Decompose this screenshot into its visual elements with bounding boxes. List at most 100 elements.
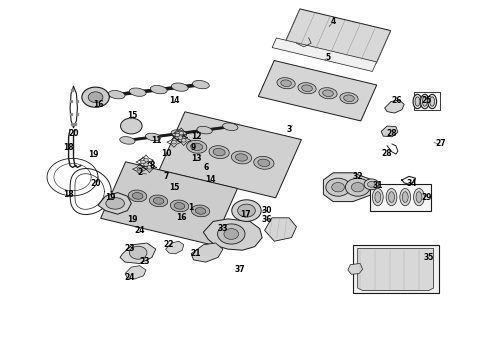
Text: 3: 3 <box>287 125 292 134</box>
Polygon shape <box>265 218 296 241</box>
Text: 23: 23 <box>124 244 135 253</box>
Text: 31: 31 <box>372 181 383 190</box>
Ellipse shape <box>108 90 125 99</box>
Circle shape <box>179 131 184 135</box>
Text: 36: 36 <box>262 215 272 224</box>
Ellipse shape <box>258 159 270 167</box>
Ellipse shape <box>174 203 185 209</box>
Ellipse shape <box>213 148 225 156</box>
Text: 33: 33 <box>218 224 228 233</box>
Polygon shape <box>98 193 131 214</box>
Ellipse shape <box>386 189 397 206</box>
Circle shape <box>368 181 375 187</box>
Ellipse shape <box>171 130 187 138</box>
Text: 28: 28 <box>387 129 397 138</box>
Text: 15: 15 <box>169 183 179 192</box>
Text: 8: 8 <box>149 161 154 170</box>
Ellipse shape <box>120 136 135 144</box>
Ellipse shape <box>191 143 203 150</box>
Polygon shape <box>120 243 156 264</box>
Ellipse shape <box>428 94 437 109</box>
Text: 37: 37 <box>235 266 245 274</box>
Text: 16: 16 <box>176 213 187 222</box>
Text: 6: 6 <box>203 163 208 172</box>
Text: 30: 30 <box>262 206 272 215</box>
Bar <box>414 92 440 110</box>
Text: 27: 27 <box>436 139 446 148</box>
Text: 7: 7 <box>164 172 169 181</box>
Ellipse shape <box>197 126 212 134</box>
Text: 9: 9 <box>191 143 196 152</box>
Polygon shape <box>159 112 301 198</box>
Ellipse shape <box>129 88 146 96</box>
Circle shape <box>175 133 180 137</box>
Text: 28: 28 <box>382 149 392 158</box>
Text: 4: 4 <box>331 17 336 26</box>
Polygon shape <box>381 126 398 137</box>
Ellipse shape <box>149 195 168 207</box>
Ellipse shape <box>231 151 252 164</box>
Text: 20: 20 <box>68 129 79 138</box>
Ellipse shape <box>298 83 316 94</box>
Polygon shape <box>258 60 377 121</box>
Bar <box>353 245 439 293</box>
Ellipse shape <box>389 192 394 202</box>
Ellipse shape <box>209 146 229 158</box>
Text: 15: 15 <box>127 111 138 120</box>
Text: 14: 14 <box>205 175 216 184</box>
Text: 19: 19 <box>127 215 138 224</box>
Text: 29: 29 <box>421 194 432 202</box>
Text: 20: 20 <box>90 179 101 188</box>
Text: 23: 23 <box>139 256 150 265</box>
Circle shape <box>345 178 370 196</box>
Text: 24: 24 <box>134 226 145 235</box>
Circle shape <box>181 139 186 142</box>
Ellipse shape <box>420 94 429 109</box>
Polygon shape <box>272 38 377 72</box>
Text: 25: 25 <box>421 96 432 105</box>
Text: 2: 2 <box>137 168 142 177</box>
Ellipse shape <box>400 189 411 206</box>
Text: 5: 5 <box>326 53 331 62</box>
Text: 16: 16 <box>93 100 103 109</box>
Text: 19: 19 <box>105 194 116 202</box>
Circle shape <box>121 118 142 134</box>
Polygon shape <box>100 162 238 245</box>
Circle shape <box>351 183 364 192</box>
Circle shape <box>147 166 152 169</box>
Text: 19: 19 <box>88 150 98 159</box>
Polygon shape <box>166 241 184 254</box>
Ellipse shape <box>236 154 247 161</box>
Text: 18: 18 <box>63 143 74 152</box>
Ellipse shape <box>343 95 354 102</box>
Polygon shape <box>191 243 223 262</box>
Ellipse shape <box>277 78 295 89</box>
Ellipse shape <box>254 156 274 169</box>
Text: 32: 32 <box>352 172 363 181</box>
Ellipse shape <box>222 123 238 131</box>
Text: 35: 35 <box>423 253 434 262</box>
Ellipse shape <box>106 198 124 209</box>
Ellipse shape <box>172 83 188 91</box>
Polygon shape <box>385 100 404 113</box>
Circle shape <box>88 92 103 103</box>
Ellipse shape <box>414 189 424 206</box>
Ellipse shape <box>413 94 422 109</box>
Circle shape <box>178 136 183 139</box>
Text: 18: 18 <box>63 190 74 199</box>
Circle shape <box>144 158 148 162</box>
Text: 13: 13 <box>191 154 201 163</box>
Circle shape <box>129 246 147 259</box>
Ellipse shape <box>402 192 408 202</box>
Text: 21: 21 <box>191 249 201 258</box>
Polygon shape <box>323 173 372 202</box>
Circle shape <box>364 179 379 190</box>
Text: 26: 26 <box>392 96 402 105</box>
Text: 24: 24 <box>124 273 135 282</box>
Ellipse shape <box>319 88 337 99</box>
Text: 14: 14 <box>169 96 179 105</box>
Ellipse shape <box>153 198 164 204</box>
Text: 10: 10 <box>161 149 172 158</box>
Ellipse shape <box>323 90 333 96</box>
Ellipse shape <box>422 97 427 106</box>
